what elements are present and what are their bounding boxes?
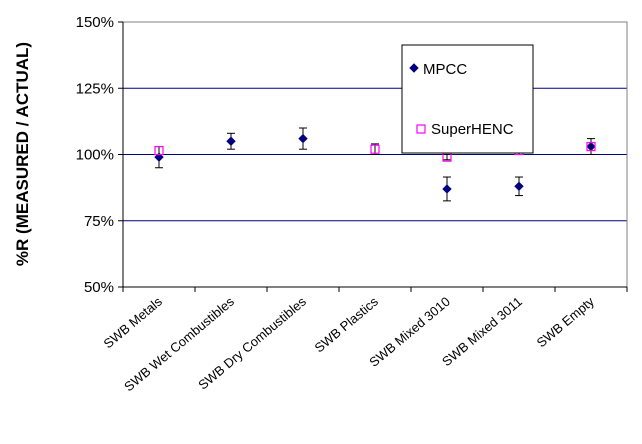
x-tick-label: SWB Plastics bbox=[312, 293, 382, 355]
data-marks bbox=[154, 127, 596, 202]
legend-superhenc-marker bbox=[416, 124, 426, 134]
mpcc-point bbox=[226, 136, 236, 146]
legend-mpcc-marker bbox=[409, 63, 419, 73]
mpcc-point bbox=[298, 133, 308, 144]
mpcc-point bbox=[442, 184, 452, 194]
y-axis-label: %R (MEASURED / ACTUAL) bbox=[13, 42, 32, 266]
mpcc-point bbox=[514, 181, 524, 192]
y-ticks: 50% 75% 100% 125% 150% bbox=[76, 14, 123, 296]
superhenc-point bbox=[370, 144, 380, 154]
legend-mpcc-label: MPCC bbox=[423, 61, 467, 78]
y-tick-label: 50% bbox=[84, 279, 114, 296]
y-tick-label: 100% bbox=[76, 147, 114, 164]
legend-superhenc-label: SuperHENC bbox=[431, 121, 514, 138]
superhenc-point bbox=[586, 141, 596, 152]
y-tick-label: 125% bbox=[76, 80, 114, 97]
gridlines bbox=[123, 21, 627, 222]
mpcc-point bbox=[154, 152, 164, 162]
x-tick-label: SWB Empty bbox=[534, 293, 598, 350]
x-tick-label: SWB Metals bbox=[101, 293, 166, 351]
superhenc-point bbox=[154, 145, 164, 156]
legend: MPCC SuperHENC bbox=[401, 44, 534, 154]
y-tick-label: 75% bbox=[84, 213, 114, 230]
y-tick-label: 150% bbox=[76, 14, 114, 31]
legend-box bbox=[401, 44, 534, 154]
